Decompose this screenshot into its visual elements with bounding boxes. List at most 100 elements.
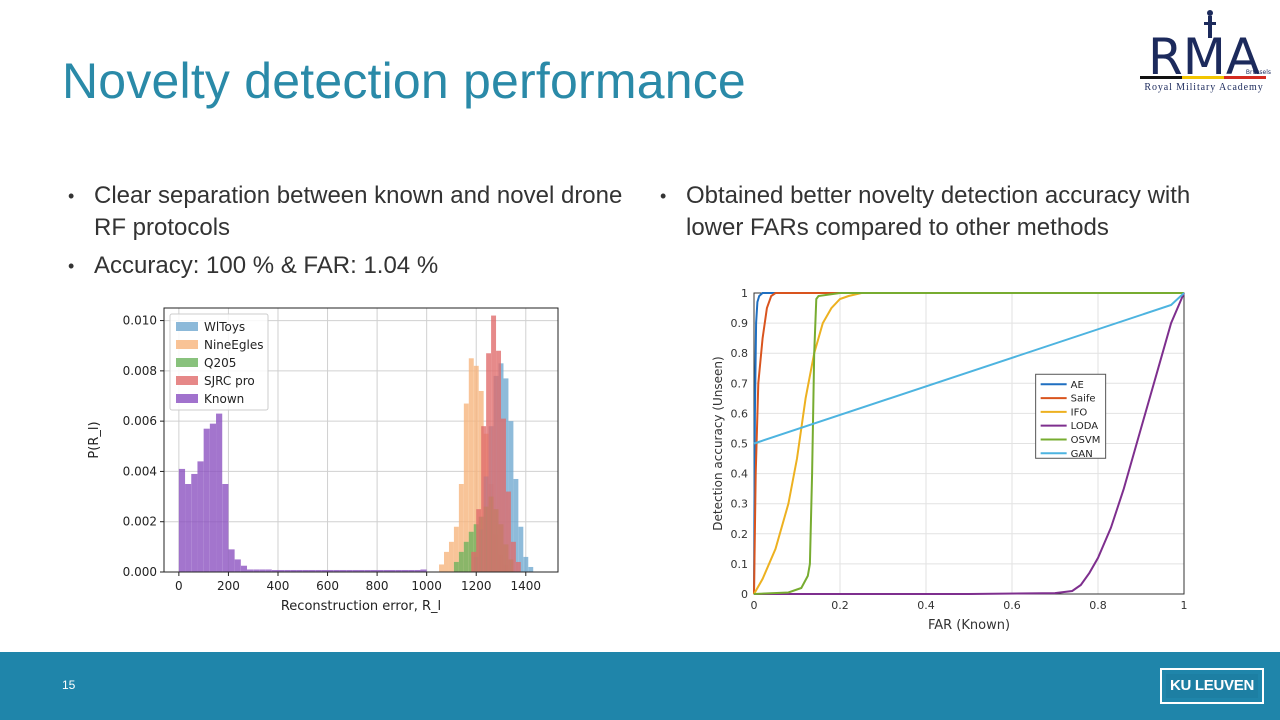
bullet-text: Clear separation between known and novel… — [94, 182, 623, 241]
legend-label: Saife — [1071, 394, 1096, 405]
x-axis-label: Reconstruction error, R_l — [281, 599, 441, 614]
histogram-bar — [389, 569, 396, 572]
series-sjrc-pro — [471, 315, 521, 572]
histogram-bar — [253, 569, 260, 572]
logo-flag-stripe — [1140, 76, 1266, 79]
histogram-bar — [508, 421, 514, 572]
histogram-bar — [383, 569, 390, 572]
y-tick-label: 0.006 — [123, 414, 157, 428]
y-tick-label: 0.004 — [123, 464, 157, 478]
histogram-bar — [528, 566, 534, 572]
y-tick-label: 0.000 — [123, 565, 157, 579]
y-axis-label: Detection accuracy (Unseen) — [711, 356, 725, 530]
histogram-bars — [178, 315, 534, 572]
y-tick-label: 0.5 — [731, 438, 749, 451]
slide-title: Novelty detection performance — [62, 53, 746, 109]
histogram-bar — [185, 484, 192, 572]
histogram-bar — [481, 426, 487, 572]
bullet-text: Obtained better novelty detection accura… — [686, 182, 1191, 241]
histogram-bar — [247, 569, 254, 572]
histogram-bar — [503, 378, 509, 572]
bullet-item: • Clear separation between known and nov… — [68, 180, 628, 244]
histogram-bar — [339, 569, 347, 572]
histogram-bar — [463, 403, 469, 572]
bullet-item: • Accuracy: 100 % & FAR: 1.04 % — [68, 250, 628, 282]
histogram-bar — [444, 551, 449, 572]
legend-label: Q205 — [204, 356, 236, 370]
histogram-bar — [358, 569, 365, 572]
histogram-bar — [471, 551, 477, 572]
histogram-bar — [296, 569, 303, 572]
x-tick-label: 0.2 — [831, 599, 849, 612]
histogram-bar — [473, 365, 479, 572]
bullet-dot-icon: • — [68, 186, 75, 206]
histogram-bar — [515, 561, 521, 572]
roc-lines — [753, 292, 1185, 595]
x-tick-label: 1 — [1181, 599, 1188, 612]
histogram-bar — [216, 413, 223, 572]
histogram-bar — [284, 569, 291, 572]
histogram-bar — [197, 461, 204, 572]
histogram-bar — [439, 564, 445, 572]
x-tick-label: 200 — [217, 579, 240, 593]
histogram-bar — [510, 541, 516, 572]
flag-stripe — [1224, 76, 1266, 79]
rma-figure-icon — [1204, 10, 1216, 38]
legend-box — [1035, 373, 1107, 459]
series-line-osvm — [753, 292, 1184, 595]
histogram-bar — [395, 569, 402, 572]
chart-legend: WlToys NineEgles Q205 SJRC pro Known — [169, 313, 269, 411]
histogram-bar — [523, 556, 529, 572]
legend-box — [169, 313, 269, 411]
histogram-bar — [228, 549, 235, 572]
x-axis-label: FAR (Known) — [928, 618, 1010, 633]
y-tick-label: 0.4 — [731, 468, 749, 481]
chart-legend: AE Saife IFO LODA OSVM GAN — [1035, 373, 1107, 460]
legend-label: Known — [204, 392, 244, 406]
series-line-loda — [754, 292, 1185, 595]
x-tick-label: 0.8 — [1089, 599, 1107, 612]
histogram-bar — [518, 526, 524, 572]
y-tick-label: 0.002 — [123, 515, 157, 529]
histogram-bar — [327, 569, 334, 572]
y-tick-label: 0.3 — [731, 498, 749, 511]
histogram-bar — [234, 559, 241, 572]
histogram-bar — [346, 569, 353, 572]
bullet-text: Accuracy: 100 % & FAR: 1.04 % — [94, 252, 439, 279]
histogram-bar — [491, 315, 497, 572]
x-tick-label: 1400 — [511, 579, 542, 593]
plot-frame — [163, 307, 559, 573]
histogram-bar — [277, 569, 285, 572]
y-axis-label: P(R_l) — [87, 421, 102, 458]
histogram-bar — [476, 509, 482, 572]
histogram-bar — [352, 569, 359, 572]
legend-label: GAN — [1071, 449, 1093, 460]
histogram-bar — [486, 353, 492, 572]
histogram-bar — [453, 526, 459, 572]
series-line-gan — [753, 292, 1185, 445]
y-tick-label: 0.1 — [731, 558, 749, 571]
histogram-bar — [203, 428, 210, 572]
y-tick-label: 0.008 — [123, 364, 157, 378]
logo-location: Brussels — [1246, 69, 1271, 76]
y-tick-label: 1 — [741, 287, 748, 300]
histogram-bar — [259, 569, 266, 572]
left-column: • Clear separation between known and nov… — [68, 180, 628, 288]
histogram-bar — [478, 390, 484, 572]
y-tick-label: 0.2 — [731, 528, 749, 541]
histogram-bar — [370, 569, 378, 572]
right-column: • Obtained better novelty detection accu… — [660, 180, 1220, 250]
x-tick-label: 600 — [316, 579, 339, 593]
histogram-bar — [420, 569, 427, 572]
legend-label: NineEgles — [204, 338, 263, 352]
histogram-bar — [408, 569, 415, 572]
histogram-bar — [308, 569, 316, 572]
legend-label: AE — [1071, 380, 1084, 391]
roc-chart: 0 0.2 0.4 0.6 0.8 1 0 0.1 0.2 0.3 0.4 0.5 0.6 0.7 0.8 0… — [708, 282, 1208, 638]
rma-logo: RMA Brussels Royal Military Academy — [1134, 8, 1274, 96]
series-line-ae — [753, 292, 1184, 595]
flag-stripe — [1182, 76, 1224, 79]
histogram-bar — [209, 423, 217, 572]
histogram-bar — [453, 561, 459, 572]
histogram-bar — [333, 569, 340, 572]
